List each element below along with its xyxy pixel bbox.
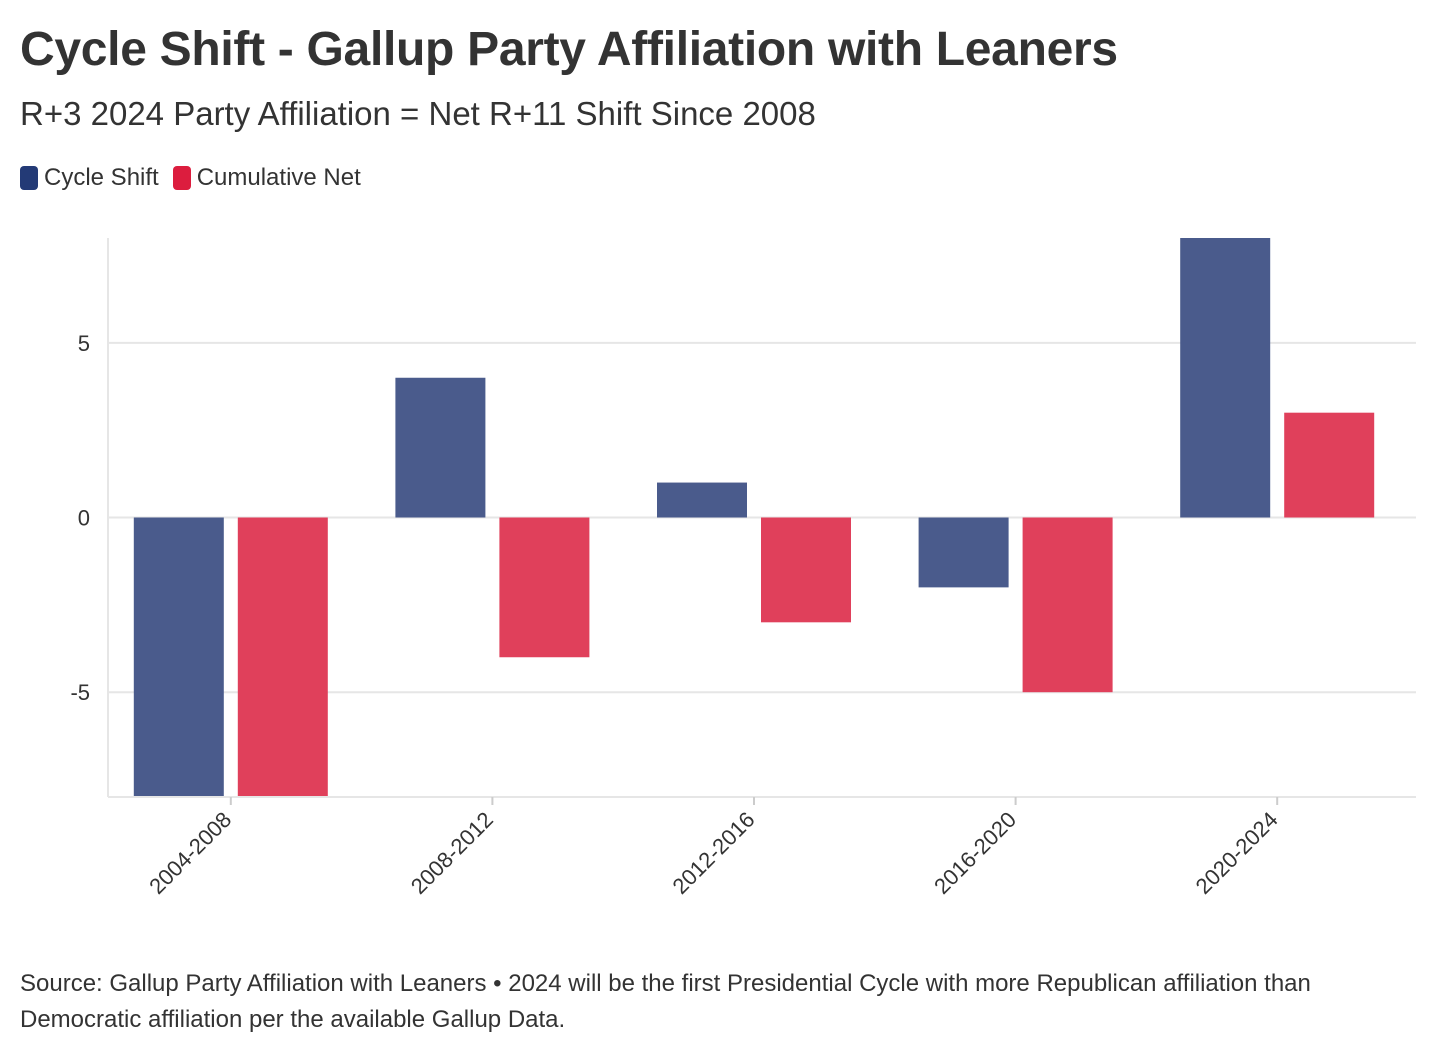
legend-swatch-cumulative-net bbox=[172, 166, 191, 190]
bar-cumulative-net-2012-2016[interactable] bbox=[761, 517, 851, 623]
source-note: Source: Gallup Party Affiliation with Le… bbox=[20, 970, 1311, 1033]
bar-cumulative-net-2016-2020[interactable] bbox=[1022, 517, 1113, 693]
x-tick-label: 2008-2012 bbox=[406, 807, 498, 899]
x-tick-label: 2012-2016 bbox=[667, 807, 759, 899]
legend-swatch-cycle-shift bbox=[20, 166, 38, 190]
y-tick-label: 5 bbox=[78, 331, 90, 356]
legend-label-cumulative-net: Cumulative Net bbox=[196, 164, 361, 191]
x-tick-label: 2020-2024 bbox=[1191, 807, 1283, 899]
bar-cycle-shift-2004-2008[interactable] bbox=[133, 517, 224, 798]
bar-cycle-shift-2008-2012[interactable] bbox=[395, 377, 486, 518]
bar-cumulative-net-2008-2012[interactable] bbox=[499, 517, 590, 658]
bar-cumulative-net-2004-2008[interactable] bbox=[237, 517, 328, 798]
y-tick-label: -5 bbox=[70, 680, 90, 705]
bar-cumulative-net-2020-2024[interactable] bbox=[1284, 412, 1375, 518]
legend-item-cumulative-net[interactable]: Cumulative Net bbox=[172, 164, 361, 192]
chart-subtitle: R+3 2024 Party Affiliation = Net R+11 Sh… bbox=[20, 95, 816, 132]
bar-chart: -5 0 5 2004-2008 2008-2012 2012-2016 2016-2020… bbox=[70, 238, 1416, 899]
x-tick-label: 2016-2020 bbox=[929, 807, 1021, 899]
bar-cycle-shift-2020-2024[interactable] bbox=[1180, 238, 1271, 518]
legend-label-cycle-shift: Cycle Shift bbox=[44, 164, 159, 191]
chart-legend: Cycle Shift Cumulative Net bbox=[20, 164, 375, 192]
bar-cycle-shift-2016-2020[interactable] bbox=[918, 517, 1009, 588]
x-tick-label: 2004-2008 bbox=[144, 807, 236, 899]
legend-item-cycle-shift[interactable]: Cycle Shift bbox=[20, 164, 159, 192]
chart-title: Cycle Shift - Gallup Party Affiliation w… bbox=[20, 23, 1118, 76]
bars bbox=[133, 238, 1375, 798]
y-tick-label: 0 bbox=[78, 506, 90, 531]
bar-cycle-shift-2012-2016[interactable] bbox=[657, 482, 747, 518]
